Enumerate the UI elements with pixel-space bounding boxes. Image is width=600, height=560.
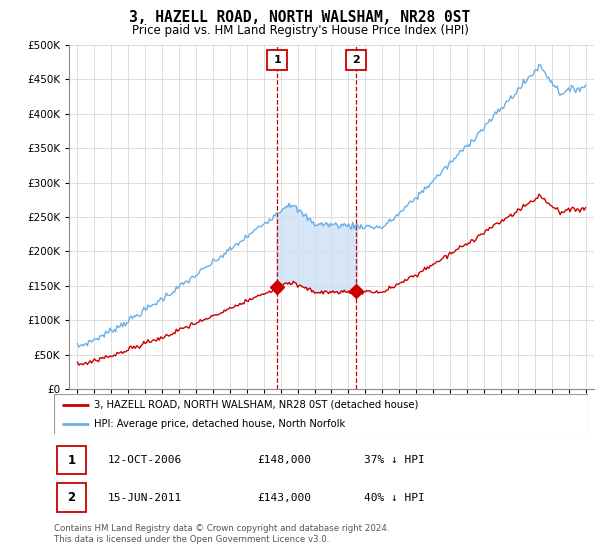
Text: 12-OCT-2006: 12-OCT-2006 xyxy=(107,455,182,465)
Text: Price paid vs. HM Land Registry's House Price Index (HPI): Price paid vs. HM Land Registry's House … xyxy=(131,24,469,36)
Text: 1: 1 xyxy=(67,454,76,466)
Text: 1: 1 xyxy=(273,55,281,66)
Text: 2: 2 xyxy=(67,491,76,505)
Text: £143,000: £143,000 xyxy=(257,493,311,503)
Text: 15-JUN-2011: 15-JUN-2011 xyxy=(107,493,182,503)
Text: Contains HM Land Registry data © Crown copyright and database right 2024.
This d: Contains HM Land Registry data © Crown c… xyxy=(54,524,389,544)
Text: 3, HAZELL ROAD, NORTH WALSHAM, NR28 0ST: 3, HAZELL ROAD, NORTH WALSHAM, NR28 0ST xyxy=(130,10,470,25)
Text: 3, HAZELL ROAD, NORTH WALSHAM, NR28 0ST (detached house): 3, HAZELL ROAD, NORTH WALSHAM, NR28 0ST … xyxy=(94,400,418,410)
FancyBboxPatch shape xyxy=(56,446,86,474)
Text: HPI: Average price, detached house, North Norfolk: HPI: Average price, detached house, Nort… xyxy=(94,419,346,429)
Text: £148,000: £148,000 xyxy=(257,455,311,465)
FancyBboxPatch shape xyxy=(56,483,86,512)
Text: 2: 2 xyxy=(352,55,360,66)
Text: 40% ↓ HPI: 40% ↓ HPI xyxy=(364,493,424,503)
Text: 37% ↓ HPI: 37% ↓ HPI xyxy=(364,455,424,465)
FancyBboxPatch shape xyxy=(54,394,588,434)
